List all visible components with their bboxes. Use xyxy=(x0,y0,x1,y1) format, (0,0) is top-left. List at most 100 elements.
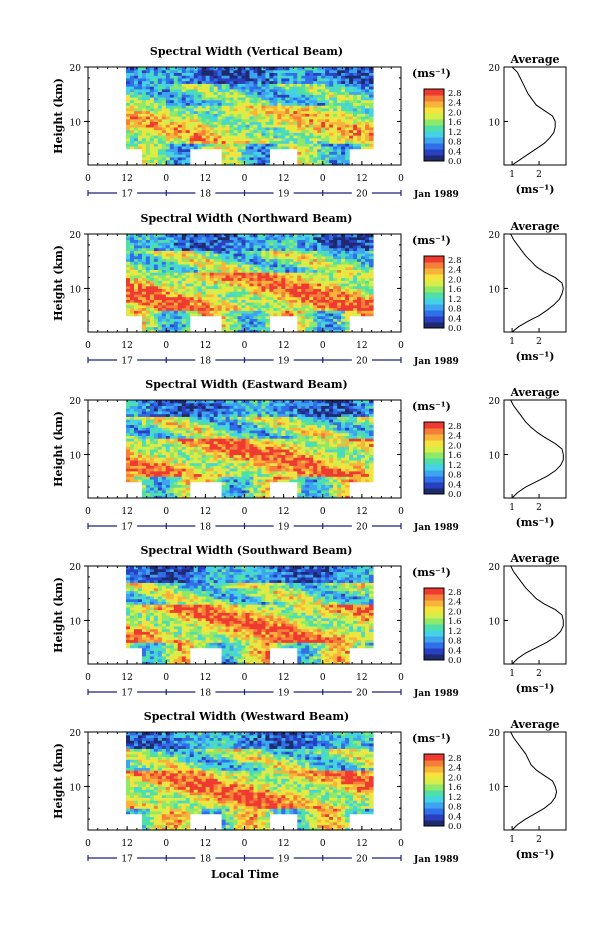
heatmap-cell xyxy=(261,156,267,161)
heatmap-cell xyxy=(177,253,183,257)
heatmap-cell xyxy=(129,110,135,114)
heatmap-cell xyxy=(217,102,223,106)
heatmap-cell xyxy=(289,110,294,114)
heatmap-cell xyxy=(353,250,358,254)
heatmap-cell xyxy=(237,91,243,95)
heatmap-cell xyxy=(229,75,235,79)
heatmap-cell xyxy=(145,258,151,262)
heatmap-cell xyxy=(149,285,155,290)
heatmap-cell xyxy=(165,102,171,106)
heatmap-cell xyxy=(185,258,191,262)
heatmap-cell xyxy=(157,255,163,260)
heatmap-cell xyxy=(273,124,278,128)
heatmap-cell xyxy=(157,116,163,120)
heatmap-cell xyxy=(241,86,247,90)
heatmap-cell xyxy=(126,449,131,453)
heatmap-cell xyxy=(325,88,330,93)
heatmap-cell xyxy=(149,489,155,494)
profile-ytick-label: 10 xyxy=(489,118,501,128)
heatmap-cell xyxy=(133,110,139,114)
heatmap-cell xyxy=(273,86,278,90)
heatmap-cell xyxy=(285,291,290,295)
heatmap-cell xyxy=(173,77,179,82)
heatmap-cell xyxy=(157,462,163,466)
heatmap-cell xyxy=(177,465,183,469)
heatmap-cell xyxy=(273,293,278,298)
heatmap-cell xyxy=(325,118,330,123)
heatmap-cell xyxy=(177,129,183,133)
heatmap-cell xyxy=(325,99,330,103)
heatmap-cell xyxy=(185,126,191,131)
heatmap-cell xyxy=(357,116,362,120)
heatmap-cell xyxy=(217,75,223,79)
heatmap-cell xyxy=(181,88,187,93)
heatmap-cell xyxy=(165,94,171,98)
heatmap-cell xyxy=(313,272,318,276)
panel-ylabel: Height (km) xyxy=(52,411,65,487)
heatmap-cell xyxy=(357,86,362,90)
heatmap-cell xyxy=(201,263,207,268)
heatmap-cell xyxy=(333,266,338,270)
profile-xtick-label: 2 xyxy=(536,170,542,180)
heatmap-cell xyxy=(253,280,259,284)
heatmap-cell xyxy=(149,457,155,461)
heatmap-cell xyxy=(281,236,286,241)
heatmap-cell xyxy=(161,285,167,290)
heatmap-cell xyxy=(329,310,334,314)
heatmap-cell xyxy=(345,151,350,155)
heatmap-cell xyxy=(141,269,147,273)
heatmap-cell xyxy=(137,421,143,426)
heatmap-cell xyxy=(281,312,286,317)
heatmap-cell xyxy=(201,67,207,71)
heatmap-cell xyxy=(205,236,211,241)
heatmap-cell xyxy=(337,321,342,325)
heatmap-cell xyxy=(277,258,282,262)
heatmap-cell xyxy=(313,126,318,131)
heatmap-field xyxy=(126,234,374,333)
heatmap-cell xyxy=(249,80,255,84)
heatmap-cell xyxy=(309,105,314,109)
heatmap-cell xyxy=(177,470,183,475)
heatmap-cell xyxy=(345,124,350,128)
heatmap-cell xyxy=(133,121,139,125)
heatmap-cell xyxy=(353,285,358,290)
heatmap-cell xyxy=(129,96,135,101)
heatmap-cell xyxy=(245,323,251,328)
heatmap-cell xyxy=(353,83,358,87)
heatmap-cell xyxy=(293,310,298,314)
heatmap-cell xyxy=(149,91,155,95)
heatmap-cell xyxy=(189,242,195,246)
heatmap-cell xyxy=(217,239,223,243)
heatmap-cell xyxy=(137,75,143,79)
heatmap-cell xyxy=(173,274,179,279)
heatmap-cell xyxy=(265,274,271,279)
heatmap-cell xyxy=(341,288,346,292)
heatmap-cell xyxy=(297,269,302,273)
heatmap-cell xyxy=(141,242,147,246)
heatmap-cell xyxy=(189,302,195,306)
heatmap-cell xyxy=(269,304,274,309)
heatmap-cell xyxy=(289,296,294,300)
heatmap-cell xyxy=(213,277,219,281)
heatmap-cell xyxy=(173,296,179,300)
heatmap-cell xyxy=(149,129,155,133)
heatmap-cell xyxy=(189,283,195,287)
heatmap-cell xyxy=(313,129,318,133)
heatmap-cell xyxy=(137,96,143,101)
heatmap-cell xyxy=(349,126,354,131)
heatmap-cell xyxy=(221,67,227,71)
heatmap-cell xyxy=(229,83,235,87)
heatmap-cell xyxy=(149,126,155,131)
heatmap-cell xyxy=(169,272,175,276)
heatmap-cell xyxy=(189,236,195,241)
heatmap-cell xyxy=(181,304,187,309)
heatmap-cell xyxy=(325,113,330,117)
heatmap-cell xyxy=(177,69,183,74)
heatmap-cell xyxy=(293,299,298,303)
heatmap-cell xyxy=(165,261,171,265)
heatmap-cell xyxy=(341,105,346,109)
heatmap-cell xyxy=(201,86,207,90)
heatmap-cell xyxy=(201,137,207,142)
heatmap-cell xyxy=(297,291,302,295)
heatmap-cell xyxy=(177,468,183,472)
